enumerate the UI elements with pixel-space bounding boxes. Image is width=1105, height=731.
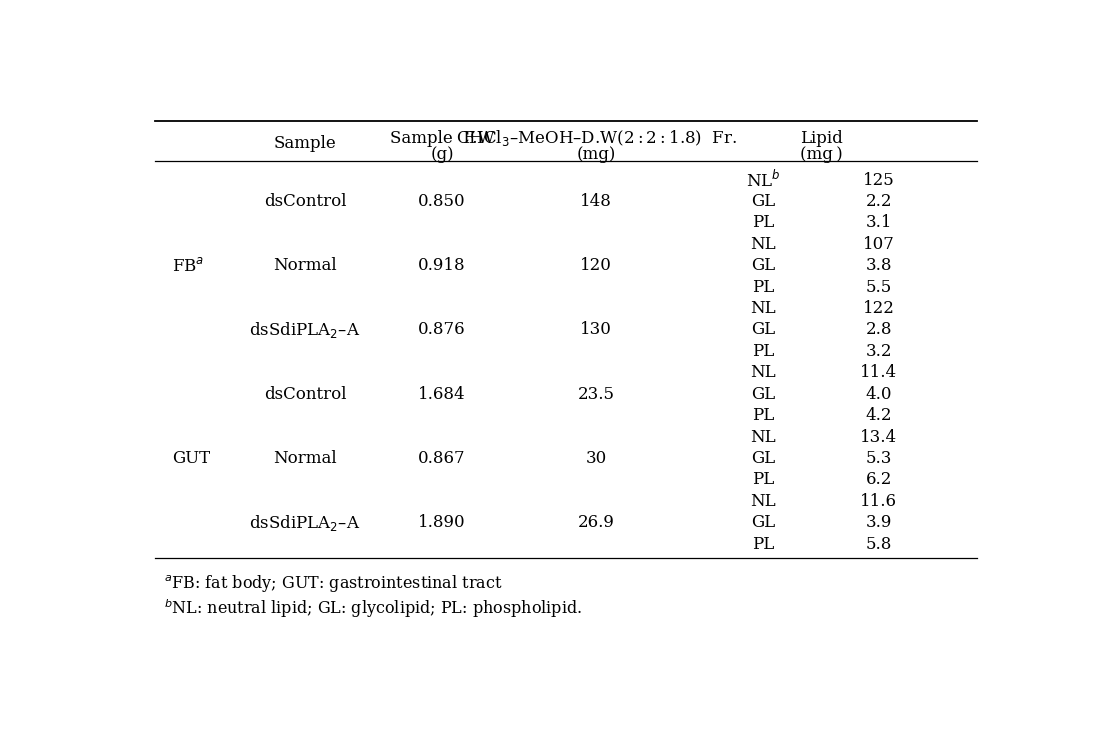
- Text: 0.867: 0.867: [419, 450, 466, 467]
- Text: 5.5: 5.5: [865, 279, 892, 295]
- Text: GL: GL: [751, 322, 776, 338]
- Text: 3.9: 3.9: [865, 515, 892, 531]
- Text: GL: GL: [751, 515, 776, 531]
- Text: dsControl: dsControl: [264, 386, 346, 403]
- Text: 2.2: 2.2: [865, 193, 892, 210]
- Text: Sample: Sample: [274, 135, 337, 152]
- Text: PL: PL: [753, 343, 775, 360]
- Text: NL: NL: [750, 493, 776, 510]
- Text: 130: 130: [580, 322, 612, 338]
- Text: NL: NL: [750, 364, 776, 382]
- Text: 1.684: 1.684: [419, 386, 466, 403]
- Text: 1.890: 1.890: [419, 515, 466, 531]
- Text: NL: NL: [750, 300, 776, 317]
- Text: 3.1: 3.1: [865, 214, 892, 232]
- Text: GL: GL: [751, 386, 776, 403]
- Text: (mg ): (mg ): [800, 145, 842, 162]
- Text: PL: PL: [753, 214, 775, 232]
- Text: (g): (g): [430, 145, 454, 162]
- Text: PL: PL: [753, 407, 775, 424]
- Text: 5.8: 5.8: [865, 536, 892, 553]
- Text: GL: GL: [751, 450, 776, 467]
- Text: PL: PL: [753, 536, 775, 553]
- Text: 6.2: 6.2: [865, 471, 892, 488]
- Text: 5.3: 5.3: [865, 450, 892, 467]
- Text: 125: 125: [863, 172, 895, 189]
- Text: Lipid: Lipid: [800, 130, 842, 147]
- Text: 3.8: 3.8: [865, 257, 892, 274]
- Text: Normal: Normal: [273, 450, 337, 467]
- Text: 26.9: 26.9: [578, 515, 614, 531]
- Text: 107: 107: [863, 236, 895, 253]
- Text: 4.2: 4.2: [865, 407, 892, 424]
- Text: 11.4: 11.4: [861, 364, 897, 382]
- Text: NL: NL: [750, 428, 776, 446]
- Text: 23.5: 23.5: [578, 386, 614, 403]
- Text: Normal: Normal: [273, 257, 337, 274]
- Text: GUT: GUT: [172, 450, 211, 467]
- Text: $^a$FB: fat body; GUT: gastrointestinal tract: $^a$FB: fat body; GUT: gastrointestinal …: [164, 572, 503, 594]
- Text: dsSdiPLA$_2$–A: dsSdiPLA$_2$–A: [250, 512, 360, 533]
- Text: NL: NL: [750, 236, 776, 253]
- Text: 3.2: 3.2: [865, 343, 892, 360]
- Text: 148: 148: [580, 193, 612, 210]
- Text: GL: GL: [751, 257, 776, 274]
- Text: PL: PL: [753, 279, 775, 295]
- Text: 0.876: 0.876: [419, 322, 466, 338]
- Text: (mg): (mg): [577, 145, 615, 162]
- Text: 2.8: 2.8: [865, 322, 892, 338]
- Text: 30: 30: [586, 450, 607, 467]
- Text: 0.918: 0.918: [419, 257, 466, 274]
- Text: 4.0: 4.0: [865, 386, 892, 403]
- Text: 120: 120: [580, 257, 612, 274]
- Text: 13.4: 13.4: [861, 428, 897, 446]
- Text: NL$^b$: NL$^b$: [746, 170, 780, 191]
- Text: GL: GL: [751, 193, 776, 210]
- Text: Sample  F.W: Sample F.W: [390, 130, 494, 147]
- Text: 0.850: 0.850: [419, 193, 466, 210]
- Text: $^b$NL: neutral lipid; GL: glycolipid; PL: phospholipid.: $^b$NL: neutral lipid; GL: glycolipid; P…: [164, 597, 582, 620]
- Text: 122: 122: [863, 300, 895, 317]
- Text: FB$^a$: FB$^a$: [172, 257, 204, 275]
- Text: dsControl: dsControl: [264, 193, 346, 210]
- Text: CHCl$_3$–MeOH–D.W(2 : 2 : 1.8)  Fr.: CHCl$_3$–MeOH–D.W(2 : 2 : 1.8) Fr.: [456, 129, 737, 148]
- Text: dsSdiPLA$_2$–A: dsSdiPLA$_2$–A: [250, 320, 360, 340]
- Text: PL: PL: [753, 471, 775, 488]
- Text: 11.6: 11.6: [861, 493, 897, 510]
